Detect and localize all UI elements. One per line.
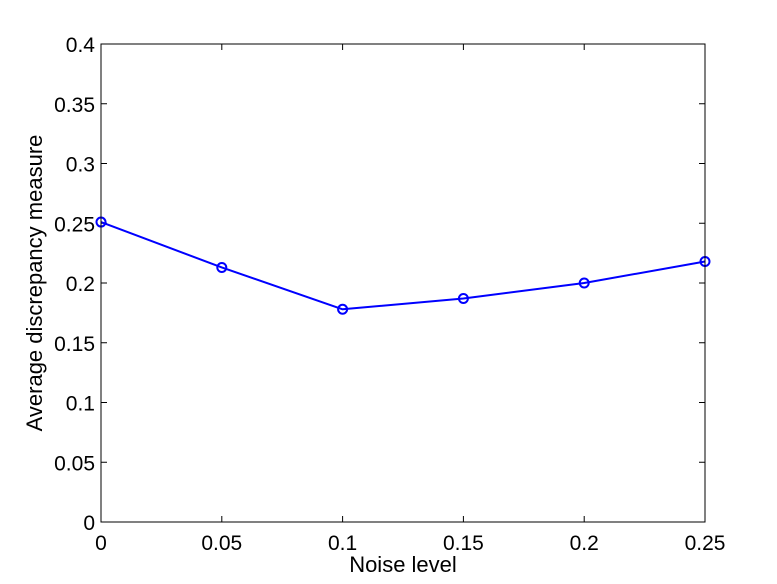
data-point bbox=[457, 293, 469, 305]
tick-labels: 0 0.05 0.1 0.15 0.2 0.25 0 0.05 0.1 0.15 0.2 0.25 0.… bbox=[54, 34, 725, 555]
x-tick-label: 0.05 bbox=[201, 532, 242, 555]
x-tick-label: 0.15 bbox=[443, 532, 484, 555]
series-line-0 bbox=[100, 221, 706, 311]
y-tick-label: 0.4 bbox=[66, 34, 96, 57]
y-tick-label: 0.25 bbox=[54, 213, 95, 236]
y-tick-label: 0.3 bbox=[66, 154, 95, 177]
x-tick-label: 0.2 bbox=[570, 532, 599, 555]
y-tick-label: 0 bbox=[83, 512, 95, 535]
data-point bbox=[337, 303, 349, 315]
plot-area bbox=[101, 44, 705, 522]
x-tick-label: 0.1 bbox=[328, 532, 357, 555]
y-tick-label: 0.2 bbox=[66, 273, 95, 296]
x-tick-label: 0.25 bbox=[685, 532, 726, 555]
y-tick-label: 0.15 bbox=[54, 333, 95, 356]
y-tick-label: 0.35 bbox=[54, 94, 95, 117]
x-axis-label: Noise level bbox=[349, 552, 457, 577]
data-point bbox=[578, 277, 590, 289]
y-axis-label: Average discrepancy measure bbox=[22, 135, 47, 432]
y-tick-label: 0.05 bbox=[54, 452, 95, 475]
data-point bbox=[216, 261, 228, 273]
plot-frame bbox=[100, 43, 706, 523]
y-tick-label: 0.1 bbox=[66, 393, 95, 416]
x-tick-label: 0 bbox=[95, 532, 107, 555]
